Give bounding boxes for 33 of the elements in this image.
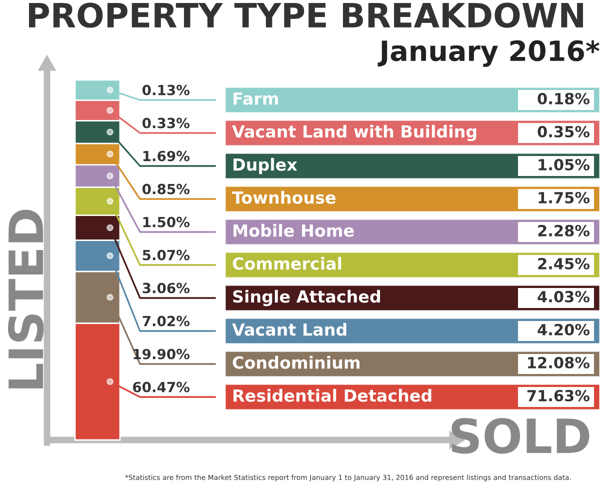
data-label: 4.03% xyxy=(538,290,590,302)
data-label: 1.69% xyxy=(143,150,190,162)
text: PROPERTY TYPE BREAKDOWN xyxy=(29,2,583,28)
data-label: 0.18% xyxy=(538,92,590,104)
category-label: Commercial xyxy=(232,256,342,270)
category-label: Mobile Home xyxy=(234,224,354,237)
data-label: 0.35% xyxy=(538,126,590,138)
text: SOLD xyxy=(452,418,590,454)
data-label: 2.45% xyxy=(538,258,590,270)
data-label: 7.02% xyxy=(142,316,190,326)
data-label: 60.47% xyxy=(133,382,190,392)
data-label: 1.75% xyxy=(538,192,590,204)
category-label: Duplex xyxy=(234,158,298,174)
category-label: Condominium xyxy=(232,356,360,369)
data-label: 12.08% xyxy=(528,356,590,368)
category-label: Farm xyxy=(234,92,278,105)
text: LISTED xyxy=(8,210,44,388)
category-label: Residential Detached xyxy=(234,388,432,402)
data-label: 1.05% xyxy=(538,158,590,170)
data-label: 3.06% xyxy=(142,282,190,294)
data-label: 1.50% xyxy=(143,216,190,228)
category-label: Townhouse xyxy=(232,190,336,204)
data-label: 5.07% xyxy=(142,250,190,260)
category-label: Vacant Land with Building xyxy=(232,124,476,142)
data-label: 0.33% xyxy=(142,118,190,128)
data-label: 0.85% xyxy=(142,184,190,194)
text: January 2016* xyxy=(378,40,600,67)
data-label: 4.20% xyxy=(538,324,590,336)
data-label: 0.13% xyxy=(142,84,190,96)
data-label: 2.28% xyxy=(538,224,590,236)
data-label: 71.63% xyxy=(527,390,590,402)
category-label: Vacant Land xyxy=(232,322,346,336)
category-label: Single Attached xyxy=(233,290,380,306)
